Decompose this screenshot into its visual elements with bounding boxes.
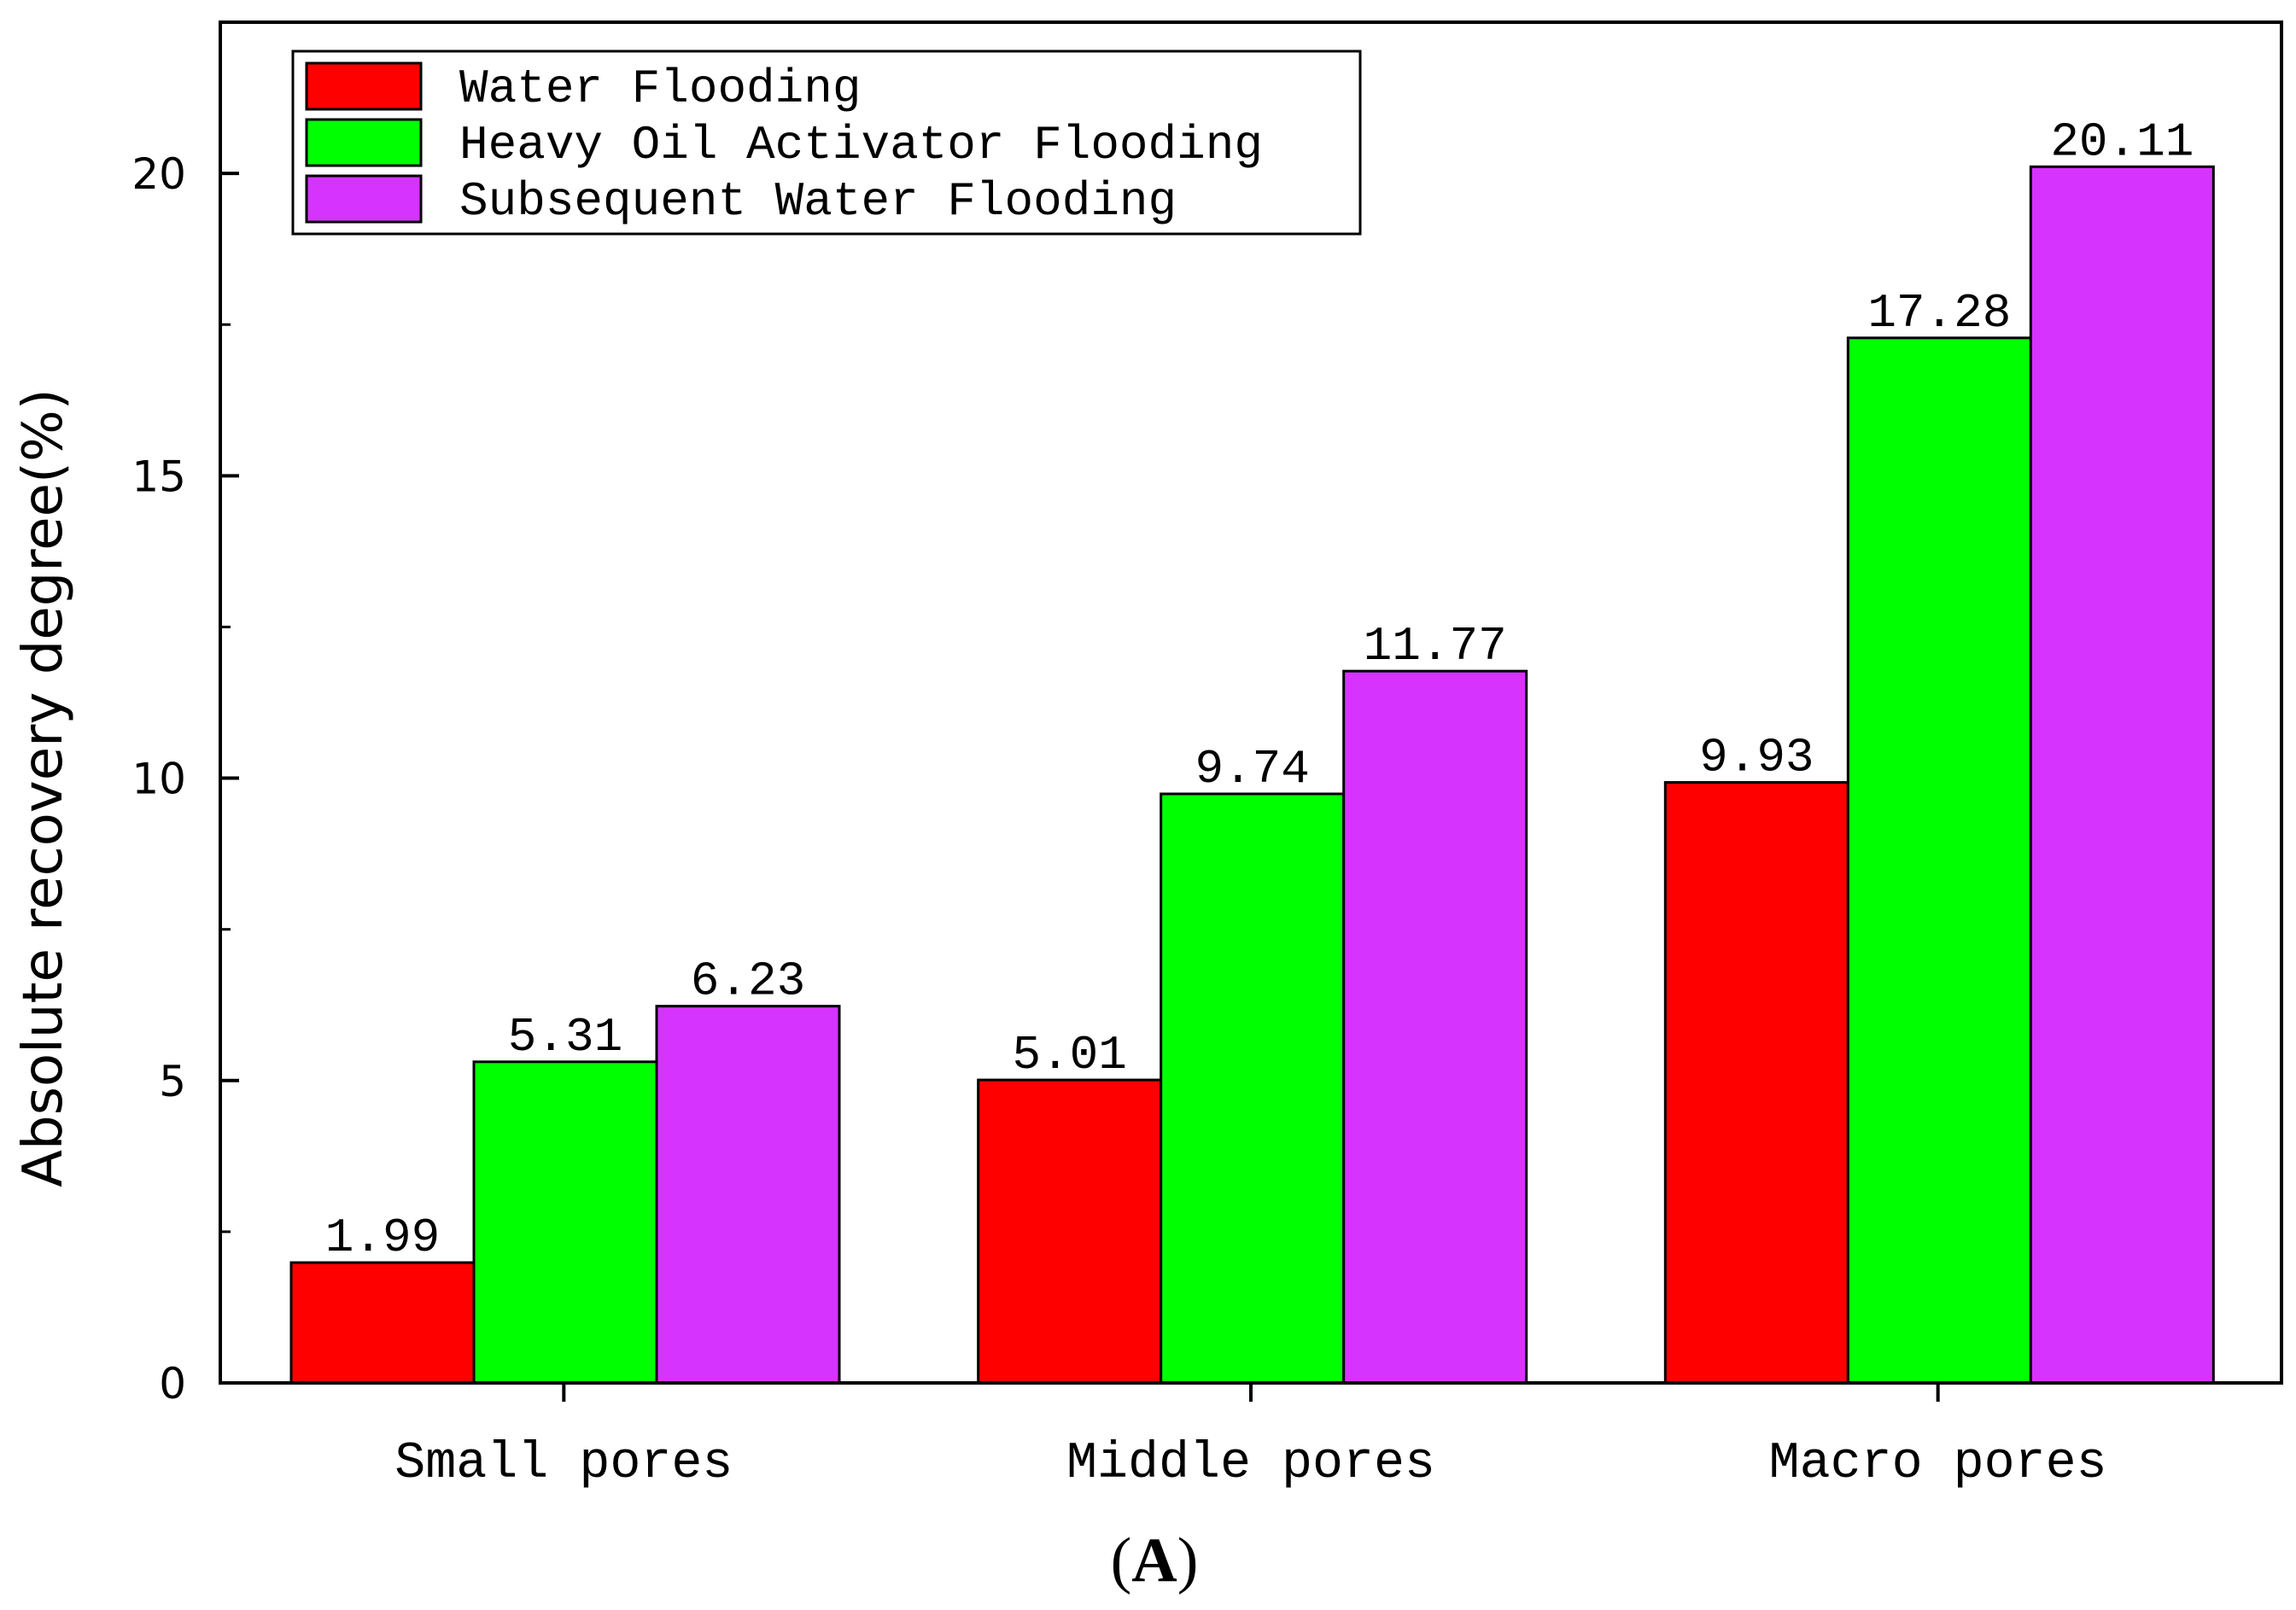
- y-tick-label: 15: [131, 452, 186, 501]
- bar: [977, 1078, 1163, 1385]
- x-category-label: Small pores: [394, 1435, 733, 1493]
- bar: [655, 1005, 841, 1385]
- bar: [1846, 336, 2032, 1385]
- y-axis-ticks: 0 5 10 15 20: [131, 149, 239, 1409]
- y-tick-label: 20: [131, 149, 186, 199]
- bar: [1160, 792, 1346, 1385]
- bar-value-label: 9.93: [1699, 731, 1814, 785]
- bar: [1663, 781, 1849, 1385]
- bars-group: [289, 165, 2215, 1385]
- value-labels-group: 1.99 5.01 9.93 5.31 9.74 17.28 6.23 11.77 20.11: [325, 114, 2194, 1265]
- y-tick-label: 0: [159, 1359, 186, 1409]
- bar: [289, 1261, 476, 1385]
- bar-value-label: 20.11: [2050, 114, 2194, 169]
- bar-value-label: 6.23: [691, 954, 805, 1009]
- caption-close-paren: ): [1177, 1525, 1199, 1595]
- caption-open-paren: (: [1111, 1525, 1132, 1595]
- bar-value-label: 1.99: [325, 1210, 440, 1265]
- legend-swatch: [305, 174, 423, 224]
- legend-label: Subsequent Water Flooding: [459, 174, 1177, 229]
- figure-caption: (A): [1111, 1525, 1199, 1595]
- x-axis-ticks: Small pores Middle pores Macro pores: [394, 1383, 2107, 1493]
- bar-value-label: 5.01: [1012, 1028, 1126, 1082]
- y-tick-label: 5: [159, 1057, 186, 1106]
- legend-box: [291, 50, 1362, 236]
- x-category-label: Macro pores: [1769, 1435, 2107, 1493]
- bar-value-label: 5.31: [508, 1010, 622, 1065]
- bar-value-label: 17.28: [1867, 286, 2011, 341]
- bar: [472, 1060, 658, 1385]
- legend-swatch: [305, 61, 423, 111]
- bar: [2029, 165, 2215, 1385]
- x-category-label: Middle pores: [1066, 1435, 1435, 1493]
- y-tick-label: 10: [131, 755, 186, 804]
- bar-value-label: 11.77: [1364, 619, 1507, 674]
- bar-value-label: 9.74: [1195, 742, 1309, 796]
- caption-letter: A: [1131, 1525, 1177, 1595]
- legend-label: Heavy Oil Activator Flooding: [459, 118, 1263, 172]
- legend-label: Water Flooding: [459, 61, 861, 116]
- legend-swatch: [305, 118, 423, 167]
- y-axis-label: Absolute recovery degree(%): [12, 388, 75, 1187]
- bar: [1342, 669, 1528, 1385]
